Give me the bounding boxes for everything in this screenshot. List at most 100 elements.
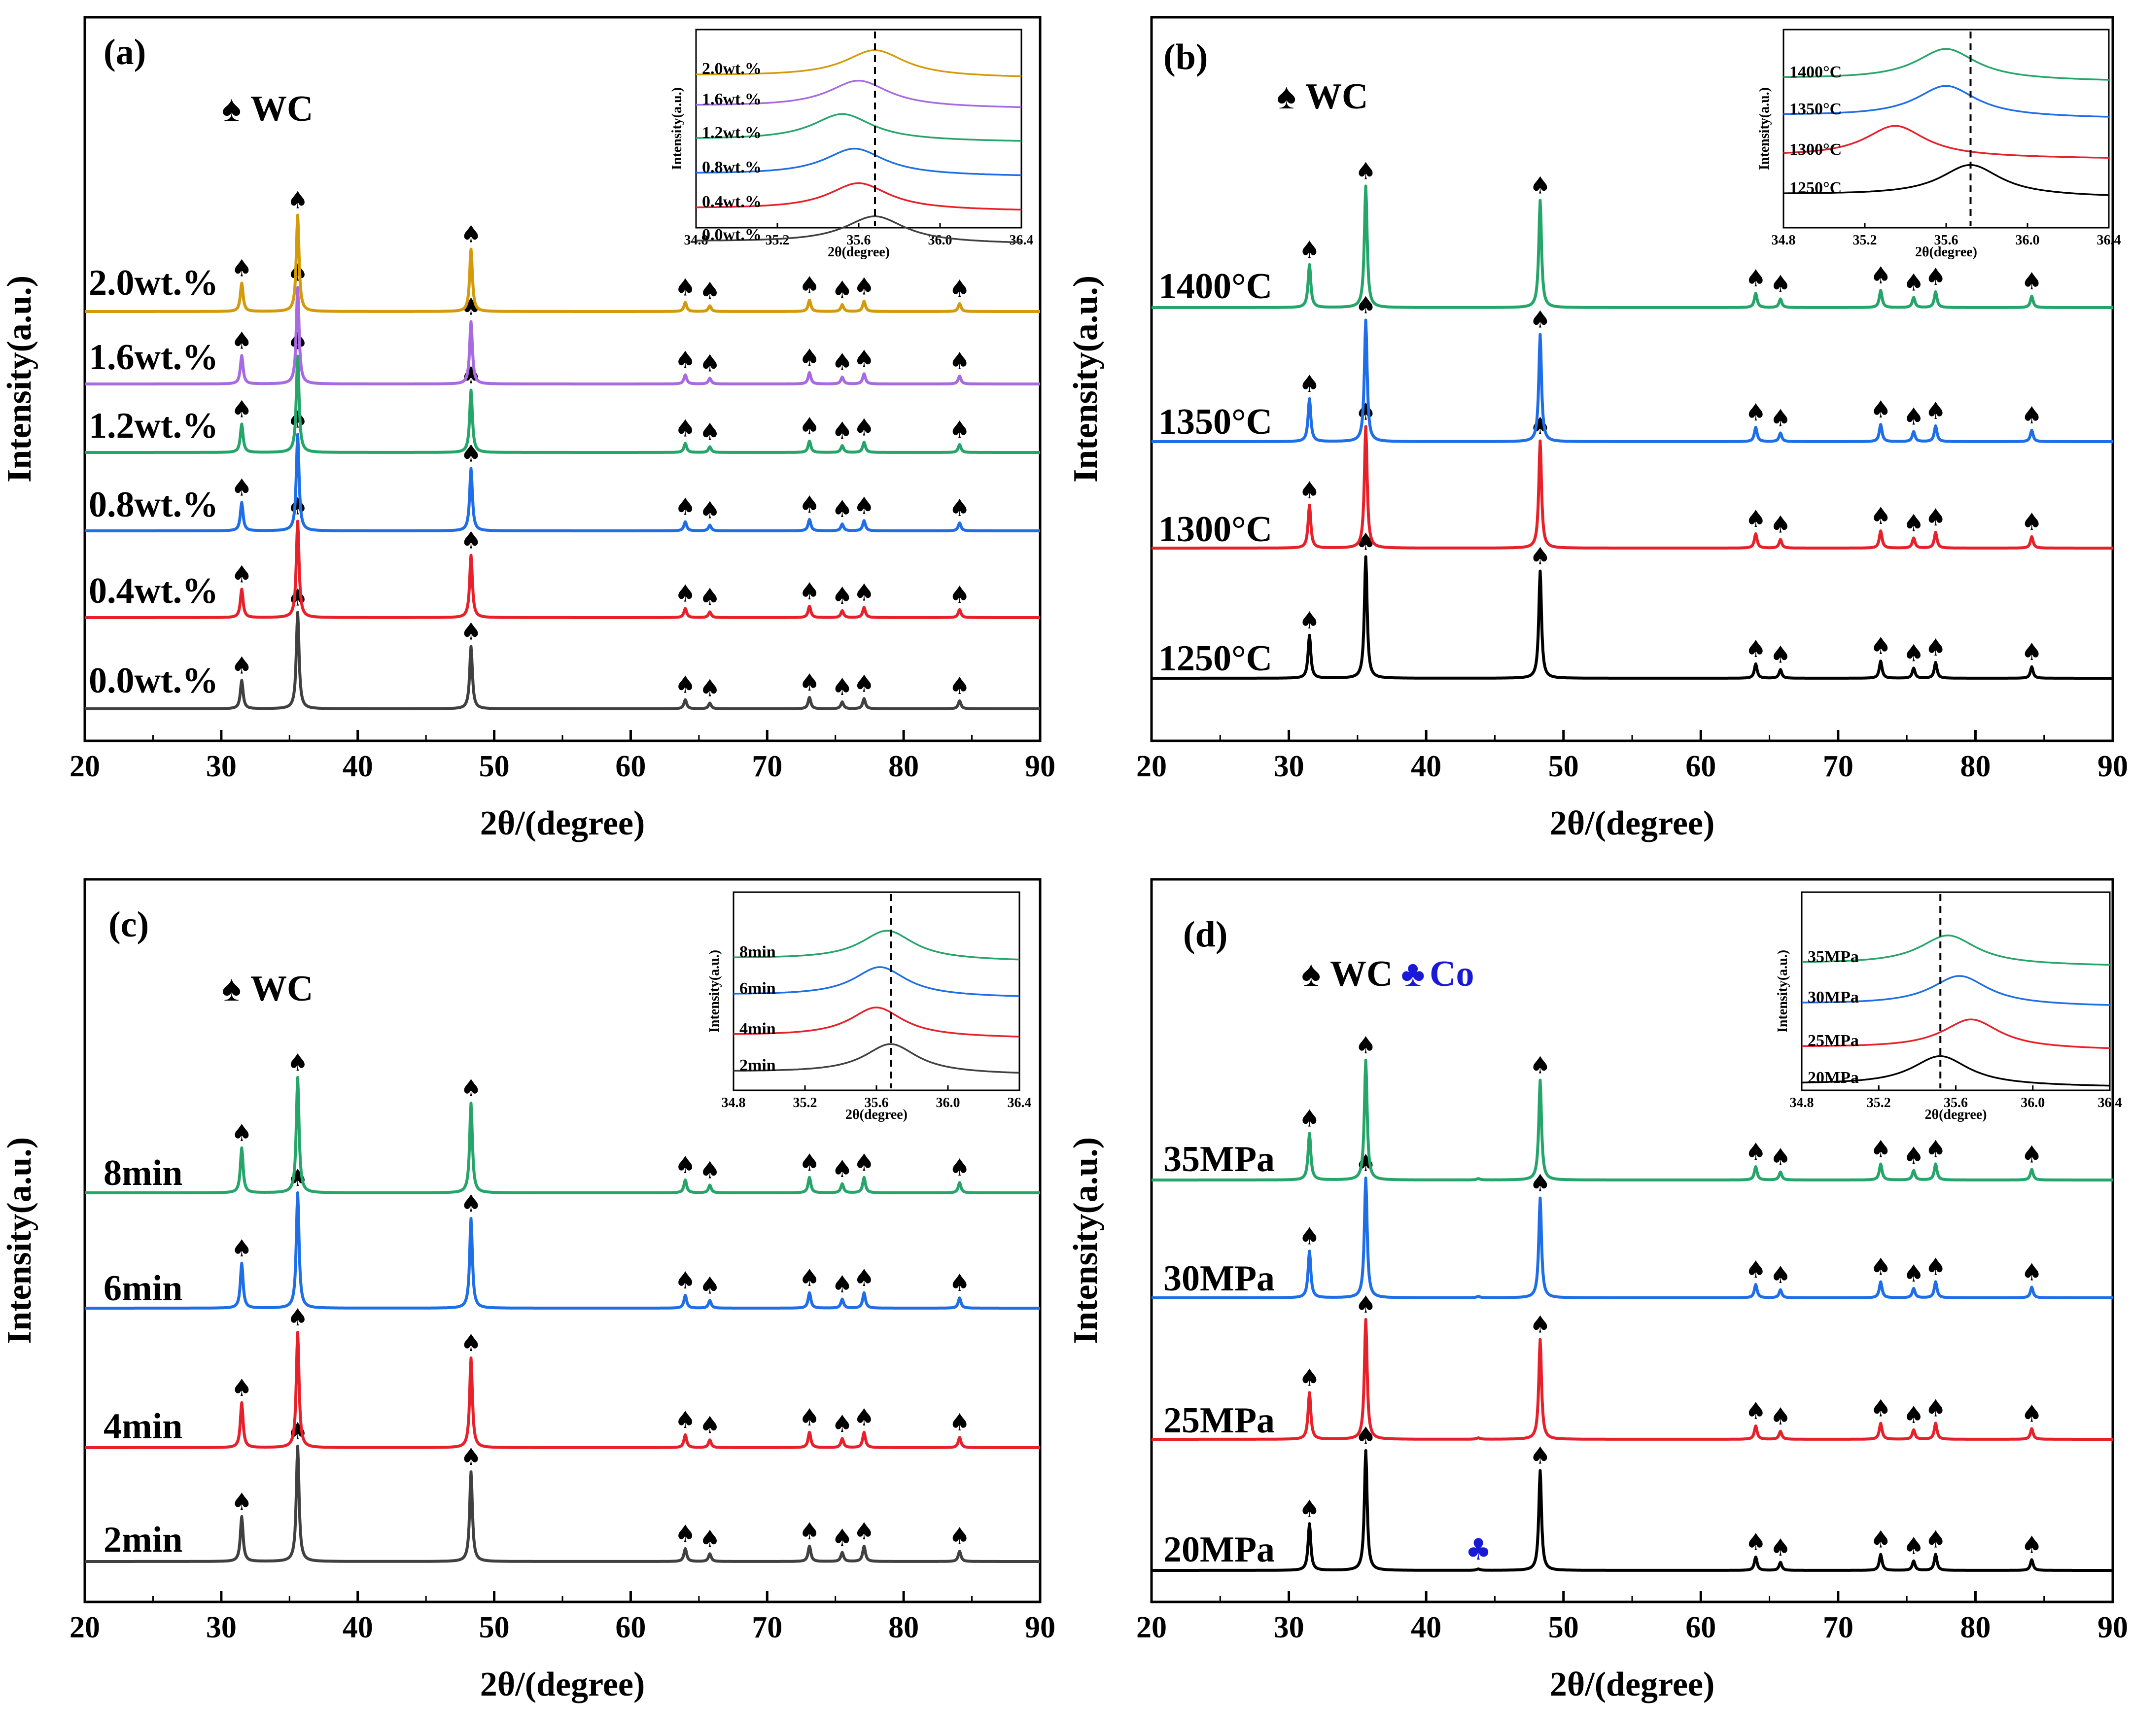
- inset-series-label: 8min: [739, 943, 776, 961]
- y-axis-label: Intensity(a.u.): [1067, 1137, 1105, 1344]
- wc-peak-marker: ♠: [699, 1272, 720, 1299]
- wc-peak-marker: ♠: [675, 580, 696, 608]
- inset-x-tick-label: 35.6: [847, 233, 871, 248]
- wc-peak-marker: ♠: [287, 259, 308, 287]
- wc-peak-marker: ♠: [832, 495, 853, 523]
- inset-x-tick-label: 36.0: [2016, 233, 2040, 248]
- x-axis-label: 2θ/(degree): [480, 1666, 645, 1703]
- panel-b: 20 30 40 50 60 70 80 90 2θ/(degree) Intensity(a.u…: [1067, 16, 2128, 842]
- wc-peak-marker: ♠: [1925, 1395, 1946, 1423]
- wc-peak-marker: ♠: [1770, 1144, 1791, 1171]
- wc-peak-marker: ♠: [460, 1329, 482, 1357]
- wc-peak-marker: ♠: [799, 1264, 820, 1292]
- wc-peak-marker: ♠: [287, 328, 308, 355]
- co-peak-marker: ♣: [1465, 1532, 1492, 1567]
- series-label: 2.0wt.%: [89, 263, 218, 303]
- x-tick-label: 70: [1823, 1611, 1853, 1644]
- wc-peak-marker: ♠: [832, 1524, 853, 1552]
- wc-peak-marker: ♠: [799, 491, 820, 519]
- wc-peak-marker: ♠: [675, 1406, 696, 1434]
- x-tick-label: 30: [1274, 750, 1304, 783]
- inset-series-label: 1.2wt.%: [702, 124, 762, 142]
- wc-peak-marker: ♠: [699, 418, 720, 446]
- inset-x-tick-label: 36.4: [2098, 1095, 2122, 1111]
- wc-peak-marker: ♠: [1530, 172, 1551, 200]
- inset-x-tick-label: 35.6: [1944, 1095, 1968, 1111]
- wc-peak-marker: ♠: [287, 493, 308, 521]
- wc-legend-symbol: ♠: [1301, 954, 1321, 994]
- wc-peak-marker: ♠: [853, 579, 874, 606]
- wc-peak-marker: ♠: [699, 278, 720, 305]
- series-label: 35MPa: [1163, 1139, 1275, 1180]
- inset-x-axis-label: 2θ(degree): [845, 1107, 908, 1122]
- inset-x-tick-label: 35.2: [1867, 1095, 1891, 1111]
- wc-peak-marker: ♠: [832, 673, 853, 701]
- inset: 34.8 35.2 35.6 36.0 36.4 2θ(degree) Intensity(…: [707, 891, 1032, 1122]
- wc-peak-marker: ♠: [1770, 405, 1791, 432]
- inset-series-label: 2min: [739, 1056, 776, 1075]
- series-label: 0.0wt.%: [89, 660, 218, 701]
- xrd-curve-0.4wt.%: [84, 520, 1041, 619]
- wc-peak-marker: ♠: [853, 1404, 874, 1431]
- inset-x-tick-label: 35.2: [766, 233, 790, 248]
- wc-peak-marker: ♠: [2021, 402, 2042, 429]
- wc-peak-marker: ♠: [1925, 263, 1946, 291]
- wc-peak-marker: ♠: [832, 1155, 853, 1183]
- x-tick-label: 90: [1025, 750, 1055, 783]
- wc-peak-marker: ♠: [949, 581, 970, 609]
- wc-peak-marker: ♠: [231, 396, 252, 423]
- series-label: 0.8wt.%: [89, 485, 218, 525]
- x-tick-label: 30: [1274, 1611, 1304, 1644]
- panel-label: (d): [1183, 914, 1227, 955]
- wc-peak-marker: ♠: [799, 1518, 820, 1545]
- wc-peak-marker: ♠: [1355, 398, 1376, 426]
- wc-peak-marker: ♠: [799, 1404, 820, 1431]
- wc-peak-marker: ♠: [853, 1518, 874, 1545]
- wc-peak-marker: ♠: [2021, 1400, 2042, 1427]
- xrd-curve-35MPa: [1151, 1058, 2114, 1181]
- legend-label: WC: [1305, 76, 1368, 117]
- inset-curve-0.4wt.%: [696, 182, 1022, 211]
- wc-peak-marker: ♠: [1925, 1253, 1946, 1281]
- panel-d: 20 30 40 50 60 70 80 90 2θ/(degree) Intensity(a.u…: [1067, 878, 2128, 1703]
- wc-peak-marker: ♠: [949, 494, 970, 522]
- inset-x-tick-label: 34.8: [722, 1095, 746, 1111]
- x-tick-label: 40: [343, 1611, 373, 1644]
- series-label: 4min: [104, 1406, 182, 1447]
- wc-peak-marker: ♠: [1925, 1136, 1946, 1163]
- wc-peak-marker: ♠: [1745, 1397, 1766, 1425]
- x-tick-label: 20: [70, 750, 100, 783]
- wc-peak-marker: ♠: [799, 272, 820, 299]
- inset-series-label: 1350°C: [1789, 100, 1842, 118]
- x-tick-label: 70: [1823, 750, 1853, 783]
- wc-peak-marker: ♠: [675, 1520, 696, 1548]
- wc-peak-marker: ♠: [1870, 632, 1891, 660]
- wc-peak-marker: ♠: [853, 273, 874, 300]
- wc-peak-marker: ♠: [949, 1523, 970, 1550]
- xrd-curve-1300°C: [1151, 425, 2114, 550]
- wc-peak-marker: ♠: [287, 1049, 308, 1076]
- inset-x-tick-label: 35.6: [1934, 233, 1958, 248]
- panel-label: (c): [108, 904, 149, 945]
- wc-peak-marker: ♠: [1925, 397, 1946, 425]
- wc-peak-marker: ♠: [799, 669, 820, 696]
- wc-peak-marker: ♠: [832, 582, 853, 610]
- wc-peak-marker: ♠: [1870, 1395, 1891, 1423]
- inset-curve-1300°C: [1783, 125, 2109, 159]
- wc-peak-marker: ♠: [1903, 510, 1924, 537]
- series-label: 25MPa: [1163, 1400, 1275, 1441]
- series-label: 1300°C: [1158, 509, 1272, 550]
- x-tick-label: 60: [1685, 1611, 1716, 1644]
- wc-peak-marker: ♠: [231, 1235, 252, 1262]
- wc-peak-marker: ♠: [287, 584, 308, 612]
- series-label: 30MPa: [1163, 1258, 1275, 1299]
- wc-peak-marker: ♠: [231, 327, 252, 355]
- x-tick-label: 40: [343, 750, 373, 783]
- xrd-curve-0.8wt.%: [84, 433, 1041, 532]
- wc-peak-marker: ♠: [231, 1488, 252, 1516]
- inset-x-tick-label: 36.0: [2021, 1095, 2045, 1111]
- inset-x-axis-label: 2θ(degree): [1915, 244, 1977, 260]
- x-axis-label: 2θ/(degree): [1550, 804, 1715, 842]
- wc-peak-marker: ♠: [832, 417, 853, 445]
- inset-x-tick-label: 36.4: [1010, 233, 1034, 248]
